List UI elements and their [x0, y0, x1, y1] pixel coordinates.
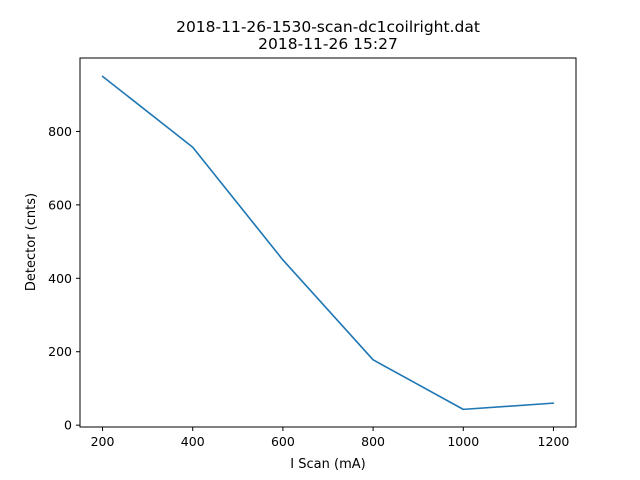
chart-title: 2018-11-26-1530-scan-dc1coilright.dat: [176, 18, 480, 36]
y-tick-label: 600: [48, 197, 72, 212]
y-axis-label: Detector (cnts): [24, 193, 39, 291]
x-tick-label: 1200: [538, 434, 570, 449]
y-tick-label: 0: [64, 418, 72, 433]
x-axis: 200 400 600 800 1000 1200: [91, 427, 570, 449]
x-tick-label: 1000: [447, 434, 479, 449]
series-line: [101, 75, 555, 411]
axes-frame: [79, 57, 577, 428]
y-tick-label: 400: [48, 271, 72, 286]
x-tick-label: 600: [271, 434, 295, 449]
x-axis-label: I Scan (mA): [290, 457, 365, 472]
series-layer: [101, 75, 555, 411]
chart-subtitle: 2018-11-26 15:27: [258, 35, 398, 53]
y-tick-label: 200: [48, 344, 72, 359]
x-tick-label: 400: [181, 434, 205, 449]
y-axis: 0 200 400 600 800: [48, 124, 80, 433]
plot-area: [79, 57, 577, 428]
y-tick-label: 800: [48, 124, 72, 139]
x-tick-label: 800: [361, 434, 385, 449]
x-tick-label: 200: [91, 434, 115, 449]
